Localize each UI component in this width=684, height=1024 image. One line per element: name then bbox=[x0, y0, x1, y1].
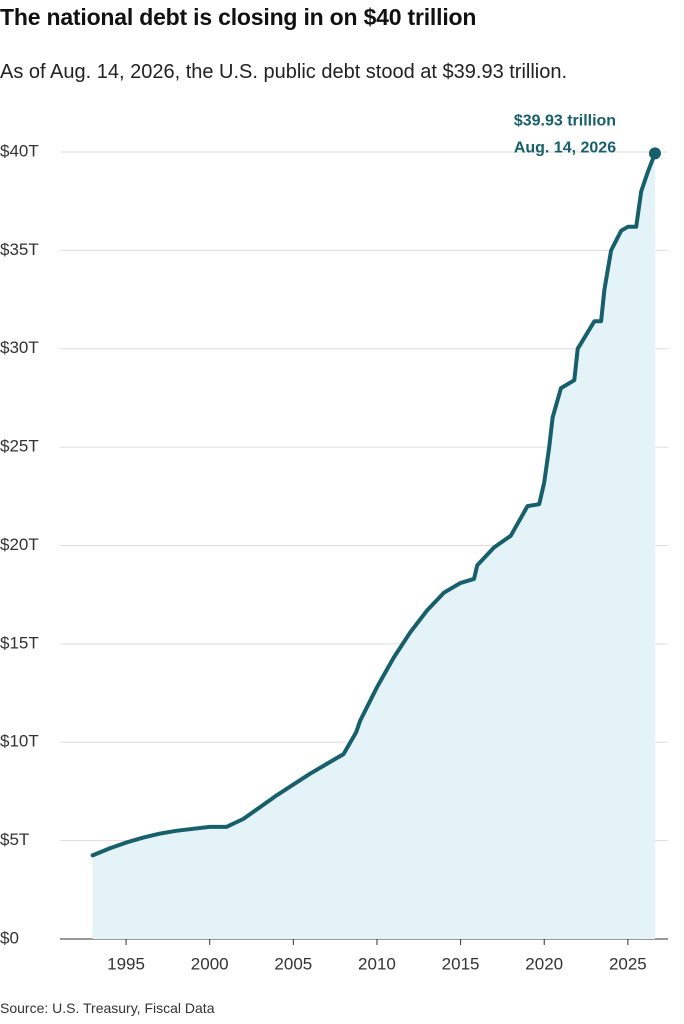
x-tick-label: 1995 bbox=[107, 954, 145, 973]
y-tick-label: $30T bbox=[0, 338, 39, 357]
chart-title: The national debt is closing in on $40 t… bbox=[0, 4, 477, 30]
chart: $0 $5T $10T $15T $20T $25T $30T $35T $40T 1995 200… bbox=[0, 113, 668, 973]
area-fill bbox=[92, 153, 656, 939]
y-tick-label: $0 bbox=[0, 928, 19, 947]
y-tick-label: $25T bbox=[0, 437, 39, 456]
y-tick-label: $35T bbox=[0, 240, 39, 259]
y-tick-label: $20T bbox=[0, 535, 39, 554]
x-tick-label: 2025 bbox=[609, 954, 647, 973]
y-tick-label: $15T bbox=[0, 633, 39, 652]
y-tick-label: $40T bbox=[0, 141, 39, 160]
y-tick-label: $10T bbox=[0, 732, 39, 751]
source-note: Source: U.S. Treasury, Fiscal Data bbox=[0, 1000, 215, 1016]
line bbox=[90, 151, 657, 858]
annotation-date: Aug. 14, 2026 bbox=[514, 140, 616, 157]
x-tick-label: 2005 bbox=[274, 954, 312, 973]
y-tick-label: $5T bbox=[0, 830, 29, 849]
chart-subtitle: As of Aug. 14, 2026, the U.S. public deb… bbox=[0, 61, 568, 83]
annotation-value: $39.93 trillion bbox=[514, 113, 616, 130]
x-tick-label: 2010 bbox=[358, 954, 396, 973]
x-tick-label: 2000 bbox=[191, 954, 229, 973]
x-tick-label: 2015 bbox=[442, 954, 480, 973]
x-tick-label: 2020 bbox=[525, 954, 563, 973]
end-point bbox=[648, 147, 661, 160]
